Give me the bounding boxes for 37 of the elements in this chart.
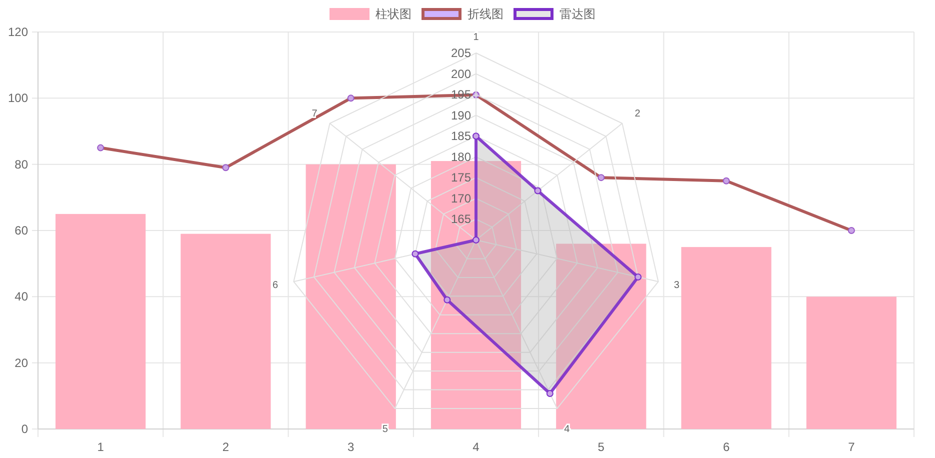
y-tick-label: 175 bbox=[450, 170, 472, 185]
y-tick-label: 60 bbox=[14, 224, 28, 238]
legend-label: 雷达图 bbox=[560, 7, 596, 21]
spoke-label: 6 bbox=[272, 280, 279, 292]
y-tick-label: 185 bbox=[450, 129, 472, 144]
legend-label: 折线图 bbox=[468, 7, 504, 21]
x-tick-label: 2 bbox=[222, 440, 230, 454]
y-tick-label: 80 bbox=[14, 157, 28, 172]
y-tick-label: 205 bbox=[450, 46, 472, 60]
y-tick-label: 40 bbox=[14, 290, 28, 304]
spoke-label: 5 bbox=[382, 424, 388, 435]
spoke-label: 1 bbox=[473, 32, 480, 43]
y-tick-label: 190 bbox=[450, 108, 472, 122]
y-tick-label: 200 bbox=[450, 66, 472, 81]
y-tick-label: 165 bbox=[450, 212, 472, 226]
x-tick-label: 5 bbox=[598, 440, 605, 454]
y-tick-label: 195 bbox=[450, 88, 472, 102]
x-tick-label: 7 bbox=[848, 440, 856, 454]
y-tick-label: 100 bbox=[8, 91, 28, 106]
bar bbox=[681, 247, 772, 429]
y-tick-label: 20 bbox=[14, 356, 28, 370]
y-tick-label: 0 bbox=[21, 422, 28, 436]
y-tick-label: 180 bbox=[450, 150, 472, 164]
y-tick-label: 120 bbox=[8, 25, 28, 39]
y-tick-label: 170 bbox=[450, 191, 472, 206]
x-tick-label: 4 bbox=[472, 440, 480, 454]
x-tick-label: 6 bbox=[722, 440, 730, 454]
spoke-label: 3 bbox=[674, 280, 680, 292]
spoke-label: 7 bbox=[312, 108, 318, 120]
x-tick-label: 3 bbox=[348, 440, 355, 454]
bar bbox=[56, 214, 146, 429]
spoke-label: 2 bbox=[634, 108, 641, 120]
bar bbox=[806, 296, 896, 429]
x-tick-label: 1 bbox=[97, 440, 104, 454]
legend-label: 柱状图 bbox=[376, 7, 412, 21]
spoke-label: 4 bbox=[564, 424, 570, 435]
bar bbox=[180, 234, 271, 429]
